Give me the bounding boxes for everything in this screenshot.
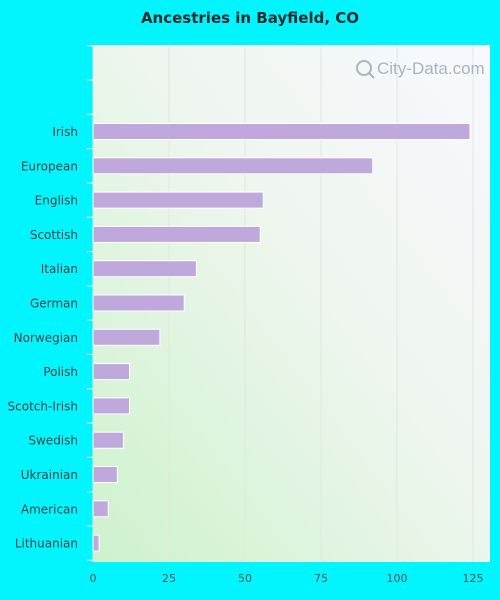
x-tick-label: 0 <box>90 572 97 585</box>
bar-ukrainian[interactable] <box>92 466 118 483</box>
bar-english[interactable] <box>92 191 264 209</box>
category-label: American <box>21 502 78 516</box>
bar-irish[interactable] <box>92 123 471 140</box>
bar-scottish[interactable] <box>92 225 261 243</box>
bar-italian[interactable] <box>92 260 197 278</box>
x-tick-label: 50 <box>238 572 252 585</box>
category-label: Scottish <box>30 228 78 242</box>
bar-scotch-irish[interactable] <box>92 397 130 415</box>
watermark: City-Data.com <box>356 59 485 79</box>
bar-norwegian[interactable] <box>92 328 161 346</box>
bars <box>92 123 471 552</box>
x-tick-label: 75 <box>314 572 328 585</box>
bar-european[interactable] <box>92 157 374 175</box>
category-labels: Irish European English Scottish Italian Germa… <box>8 125 78 551</box>
category-label: European <box>21 159 78 173</box>
category-label: Lithuanian <box>15 537 78 551</box>
category-label: Italian <box>41 262 78 276</box>
bar-swedish[interactable] <box>92 431 124 449</box>
bar-polish[interactable] <box>92 363 130 381</box>
category-label: Ukrainian <box>21 468 78 482</box>
category-label: Norwegian <box>14 331 78 345</box>
category-label: Scotch-Irish <box>8 399 78 413</box>
bar-german[interactable] <box>92 294 185 312</box>
category-label: German <box>30 297 78 311</box>
bar-american[interactable] <box>92 500 109 518</box>
city-data-logo-icon <box>356 60 375 79</box>
x-tick-label: 100 <box>387 572 408 585</box>
x-tick-label: 25 <box>162 572 176 585</box>
category-label: Polish <box>43 365 78 379</box>
x-axis: 0 25 50 75 100 125 <box>90 572 484 585</box>
watermark-text: City-Data.com <box>377 59 485 78</box>
bar-lithuanian[interactable] <box>92 534 100 552</box>
x-tick-label: 125 <box>463 572 484 585</box>
category-label: Swedish <box>28 434 78 448</box>
category-label: English <box>35 194 78 208</box>
category-label: Irish <box>52 125 78 139</box>
chart-title: Ancestries in Bayfield, CO <box>140 9 360 27</box>
